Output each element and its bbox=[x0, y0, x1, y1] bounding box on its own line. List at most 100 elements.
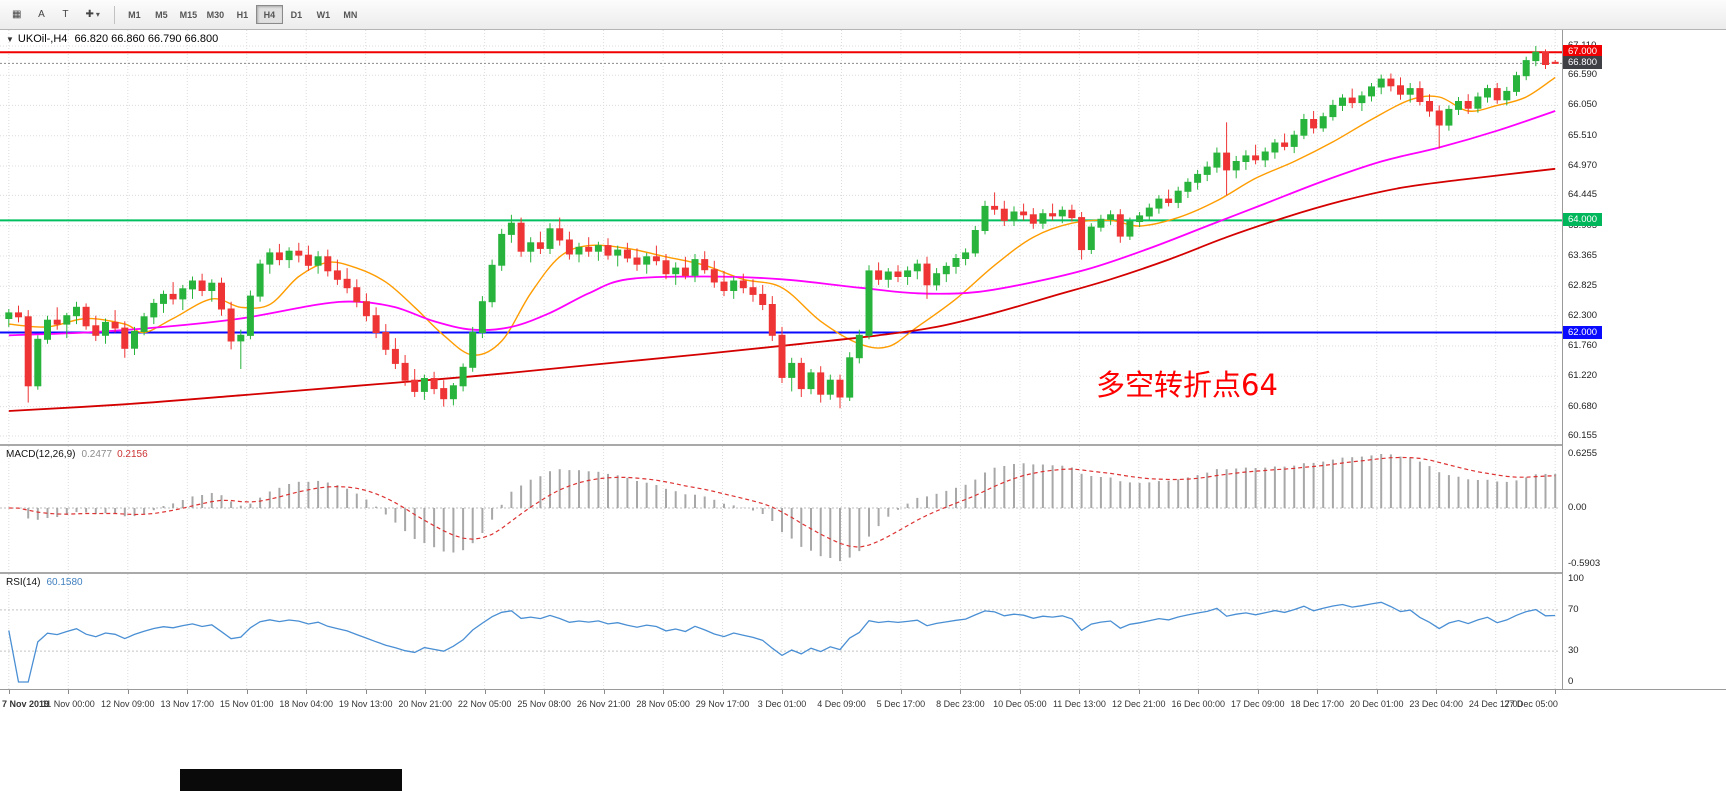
time-axis-label: 18 Dec 17:00 bbox=[1290, 699, 1345, 709]
rsi-name: RSI(14) bbox=[6, 577, 41, 588]
price-scale-label: 63.365 bbox=[1568, 250, 1598, 261]
time-axis-label: 7 Nov 2019 bbox=[2, 699, 50, 709]
time-axis-tick bbox=[1376, 690, 1378, 694]
timeframe-d1-button[interactable]: D1 bbox=[283, 5, 310, 24]
timeframe-m5-button[interactable]: M5 bbox=[148, 5, 175, 24]
panel-separator[interactable] bbox=[0, 572, 1562, 574]
timeframe-m15-button[interactable]: M15 bbox=[175, 5, 202, 24]
crosshair-tool-button[interactable]: ✚ ▾ bbox=[78, 5, 106, 25]
price-tag: 67.000 bbox=[1563, 45, 1603, 59]
time-axis-tick bbox=[1436, 690, 1438, 694]
rsi-label: RSI(14) 60.1580 bbox=[6, 577, 83, 588]
time-axis[interactable]: 7 Nov 2019 11 Nov 00:00 12 Nov 09:00 13 Nov… bbox=[0, 689, 1726, 720]
price-scale-label: 61.220 bbox=[1568, 370, 1598, 382]
candlestick-chart[interactable] bbox=[0, 30, 1562, 444]
price-tag: 64.000 bbox=[1563, 213, 1603, 227]
time-axis-label: 10 Dec 05:00 bbox=[993, 699, 1047, 709]
time-axis-tick bbox=[1257, 690, 1259, 694]
time-axis-label: 20 Dec 01:00 bbox=[1349, 699, 1404, 709]
toolbar-separator bbox=[113, 5, 115, 24]
time-axis-label: 28 Nov 05:00 bbox=[636, 699, 690, 709]
time-axis-label: 29 Nov 17:00 bbox=[695, 699, 750, 709]
rsi-value: 60.1580 bbox=[46, 577, 83, 588]
time-axis-label: 22 Nov 05:00 bbox=[457, 699, 512, 709]
grid-layer bbox=[0, 574, 1560, 689]
time-axis-label: 25 Nov 08:00 bbox=[517, 699, 571, 709]
price-scale-label: 62.825 bbox=[1568, 280, 1598, 292]
price-scale-label: 61.760 bbox=[1568, 340, 1598, 351]
rsi-scale-label: 70 bbox=[1568, 604, 1579, 615]
price-chart-panel[interactable]: ▼ UKOil-,H4 66.820 66.860 66.790 66.800 多空… bbox=[0, 30, 1562, 444]
macd-scale-label: 0.00 bbox=[1568, 502, 1587, 513]
time-axis-label: 15 Nov 01:00 bbox=[219, 699, 274, 709]
time-axis-label: 23 Dec 04:00 bbox=[1409, 699, 1463, 709]
ohlc-readout: 66.820 66.860 66.790 66.800 bbox=[74, 33, 219, 45]
macd-name: MACD(12,26,9) bbox=[6, 449, 76, 460]
candles-layer bbox=[5, 46, 1559, 409]
time-axis-label: 11 Dec 13:00 bbox=[1052, 699, 1106, 709]
horizontal-lines-layer[interactable] bbox=[0, 51, 1562, 334]
taskbar-fragment bbox=[180, 769, 402, 791]
time-axis-tick bbox=[425, 690, 427, 694]
macd-value-signal: 0.2156 bbox=[117, 449, 148, 460]
time-axis-label: 3 Dec 01:00 bbox=[757, 699, 807, 709]
time-axis-tick bbox=[663, 690, 665, 694]
time-axis-tick bbox=[722, 690, 724, 694]
time-axis-label: 13 Nov 17:00 bbox=[160, 699, 215, 709]
time-axis-tick bbox=[1317, 690, 1319, 694]
panel-separator[interactable] bbox=[0, 444, 1562, 446]
timeframe-mn-button[interactable]: MN bbox=[337, 5, 364, 24]
chart-title: ▼ UKOil-,H4 66.820 66.860 66.790 66.800 bbox=[6, 33, 218, 45]
price-tag: 66.800 bbox=[1563, 56, 1603, 70]
price-scale-label: 65.510 bbox=[1568, 129, 1598, 141]
time-axis-label: 26 Nov 21:00 bbox=[576, 699, 631, 709]
time-axis-tick bbox=[8, 690, 10, 694]
time-axis-tick bbox=[1555, 690, 1557, 694]
time-axis-tick bbox=[1079, 690, 1081, 694]
rsi-scale-label: 100 bbox=[1568, 573, 1584, 584]
price-scale-label: 66.050 bbox=[1568, 99, 1598, 111]
cursor-tool-button[interactable]: A bbox=[30, 5, 52, 25]
price-tag: 62.000 bbox=[1563, 325, 1603, 339]
timeframe-h1-button[interactable]: H1 bbox=[229, 5, 256, 24]
grid-layer bbox=[0, 30, 1560, 444]
timeframe-w1-button[interactable]: W1 bbox=[310, 5, 337, 24]
macd-scale-label: 0.6255 bbox=[1568, 448, 1598, 459]
time-axis-tick bbox=[544, 690, 546, 694]
rsi-scale-label: 30 bbox=[1568, 645, 1579, 656]
rsi-panel[interactable]: RSI(14) 60.1580 bbox=[0, 574, 1562, 689]
time-axis-tick bbox=[841, 690, 843, 694]
toolbar: ▦ A T ✚ ▾ M1 M5 M15 M30 H1 H4 D1 W1 MN bbox=[0, 0, 1726, 30]
timeframe-m1-button[interactable]: M1 bbox=[121, 5, 148, 24]
time-axis-tick bbox=[1198, 690, 1200, 694]
time-axis-label: 27 Dec 05:00 bbox=[1504, 699, 1558, 709]
macd-panel[interactable]: MACD(12,26,9) 0.2477 0.2156 bbox=[0, 446, 1562, 572]
time-axis-tick bbox=[1138, 690, 1140, 694]
timeframe-m30-button[interactable]: M30 bbox=[202, 5, 229, 24]
time-axis-label: 19 Nov 13:00 bbox=[338, 699, 393, 709]
macd-histogram bbox=[17, 454, 1557, 562]
time-axis-label: 20 Nov 21:00 bbox=[398, 699, 452, 709]
chart-window-icon[interactable]: ▦ bbox=[5, 5, 28, 25]
rsi-line bbox=[8, 601, 1556, 683]
time-axis-tick bbox=[900, 690, 902, 694]
time-axis-tick bbox=[484, 690, 486, 694]
crosshair-icon: ✚ bbox=[85, 9, 94, 20]
time-axis-tick bbox=[960, 690, 962, 694]
macd-label: MACD(12,26,9) 0.2477 0.2156 bbox=[6, 449, 148, 460]
time-axis-label: 12 Nov 09:00 bbox=[101, 699, 155, 709]
price-scale-label: 60.680 bbox=[1568, 400, 1598, 412]
timeframe-h4-button[interactable]: H4 bbox=[255, 5, 283, 24]
price-scale[interactable]: 67.11066.59066.05065.51064.97064.44563.9… bbox=[1562, 30, 1726, 689]
symbol-dropdown-icon[interactable]: ▼ bbox=[6, 35, 14, 44]
chart-annotation-text: 多空转折点64 bbox=[1096, 368, 1278, 402]
time-axis-label: 18 Nov 04:00 bbox=[279, 699, 333, 709]
text-tool-button[interactable]: T bbox=[54, 5, 76, 25]
time-axis-tick bbox=[782, 690, 783, 694]
macd-value-main: 0.2477 bbox=[81, 449, 113, 460]
time-axis-label: 11 Nov 00:00 bbox=[41, 699, 95, 709]
time-axis-label: 16 Dec 00:00 bbox=[1171, 699, 1226, 709]
time-axis-label: 17 Dec 09:00 bbox=[1231, 699, 1285, 709]
rsi-scale-label: 0 bbox=[1568, 676, 1574, 687]
